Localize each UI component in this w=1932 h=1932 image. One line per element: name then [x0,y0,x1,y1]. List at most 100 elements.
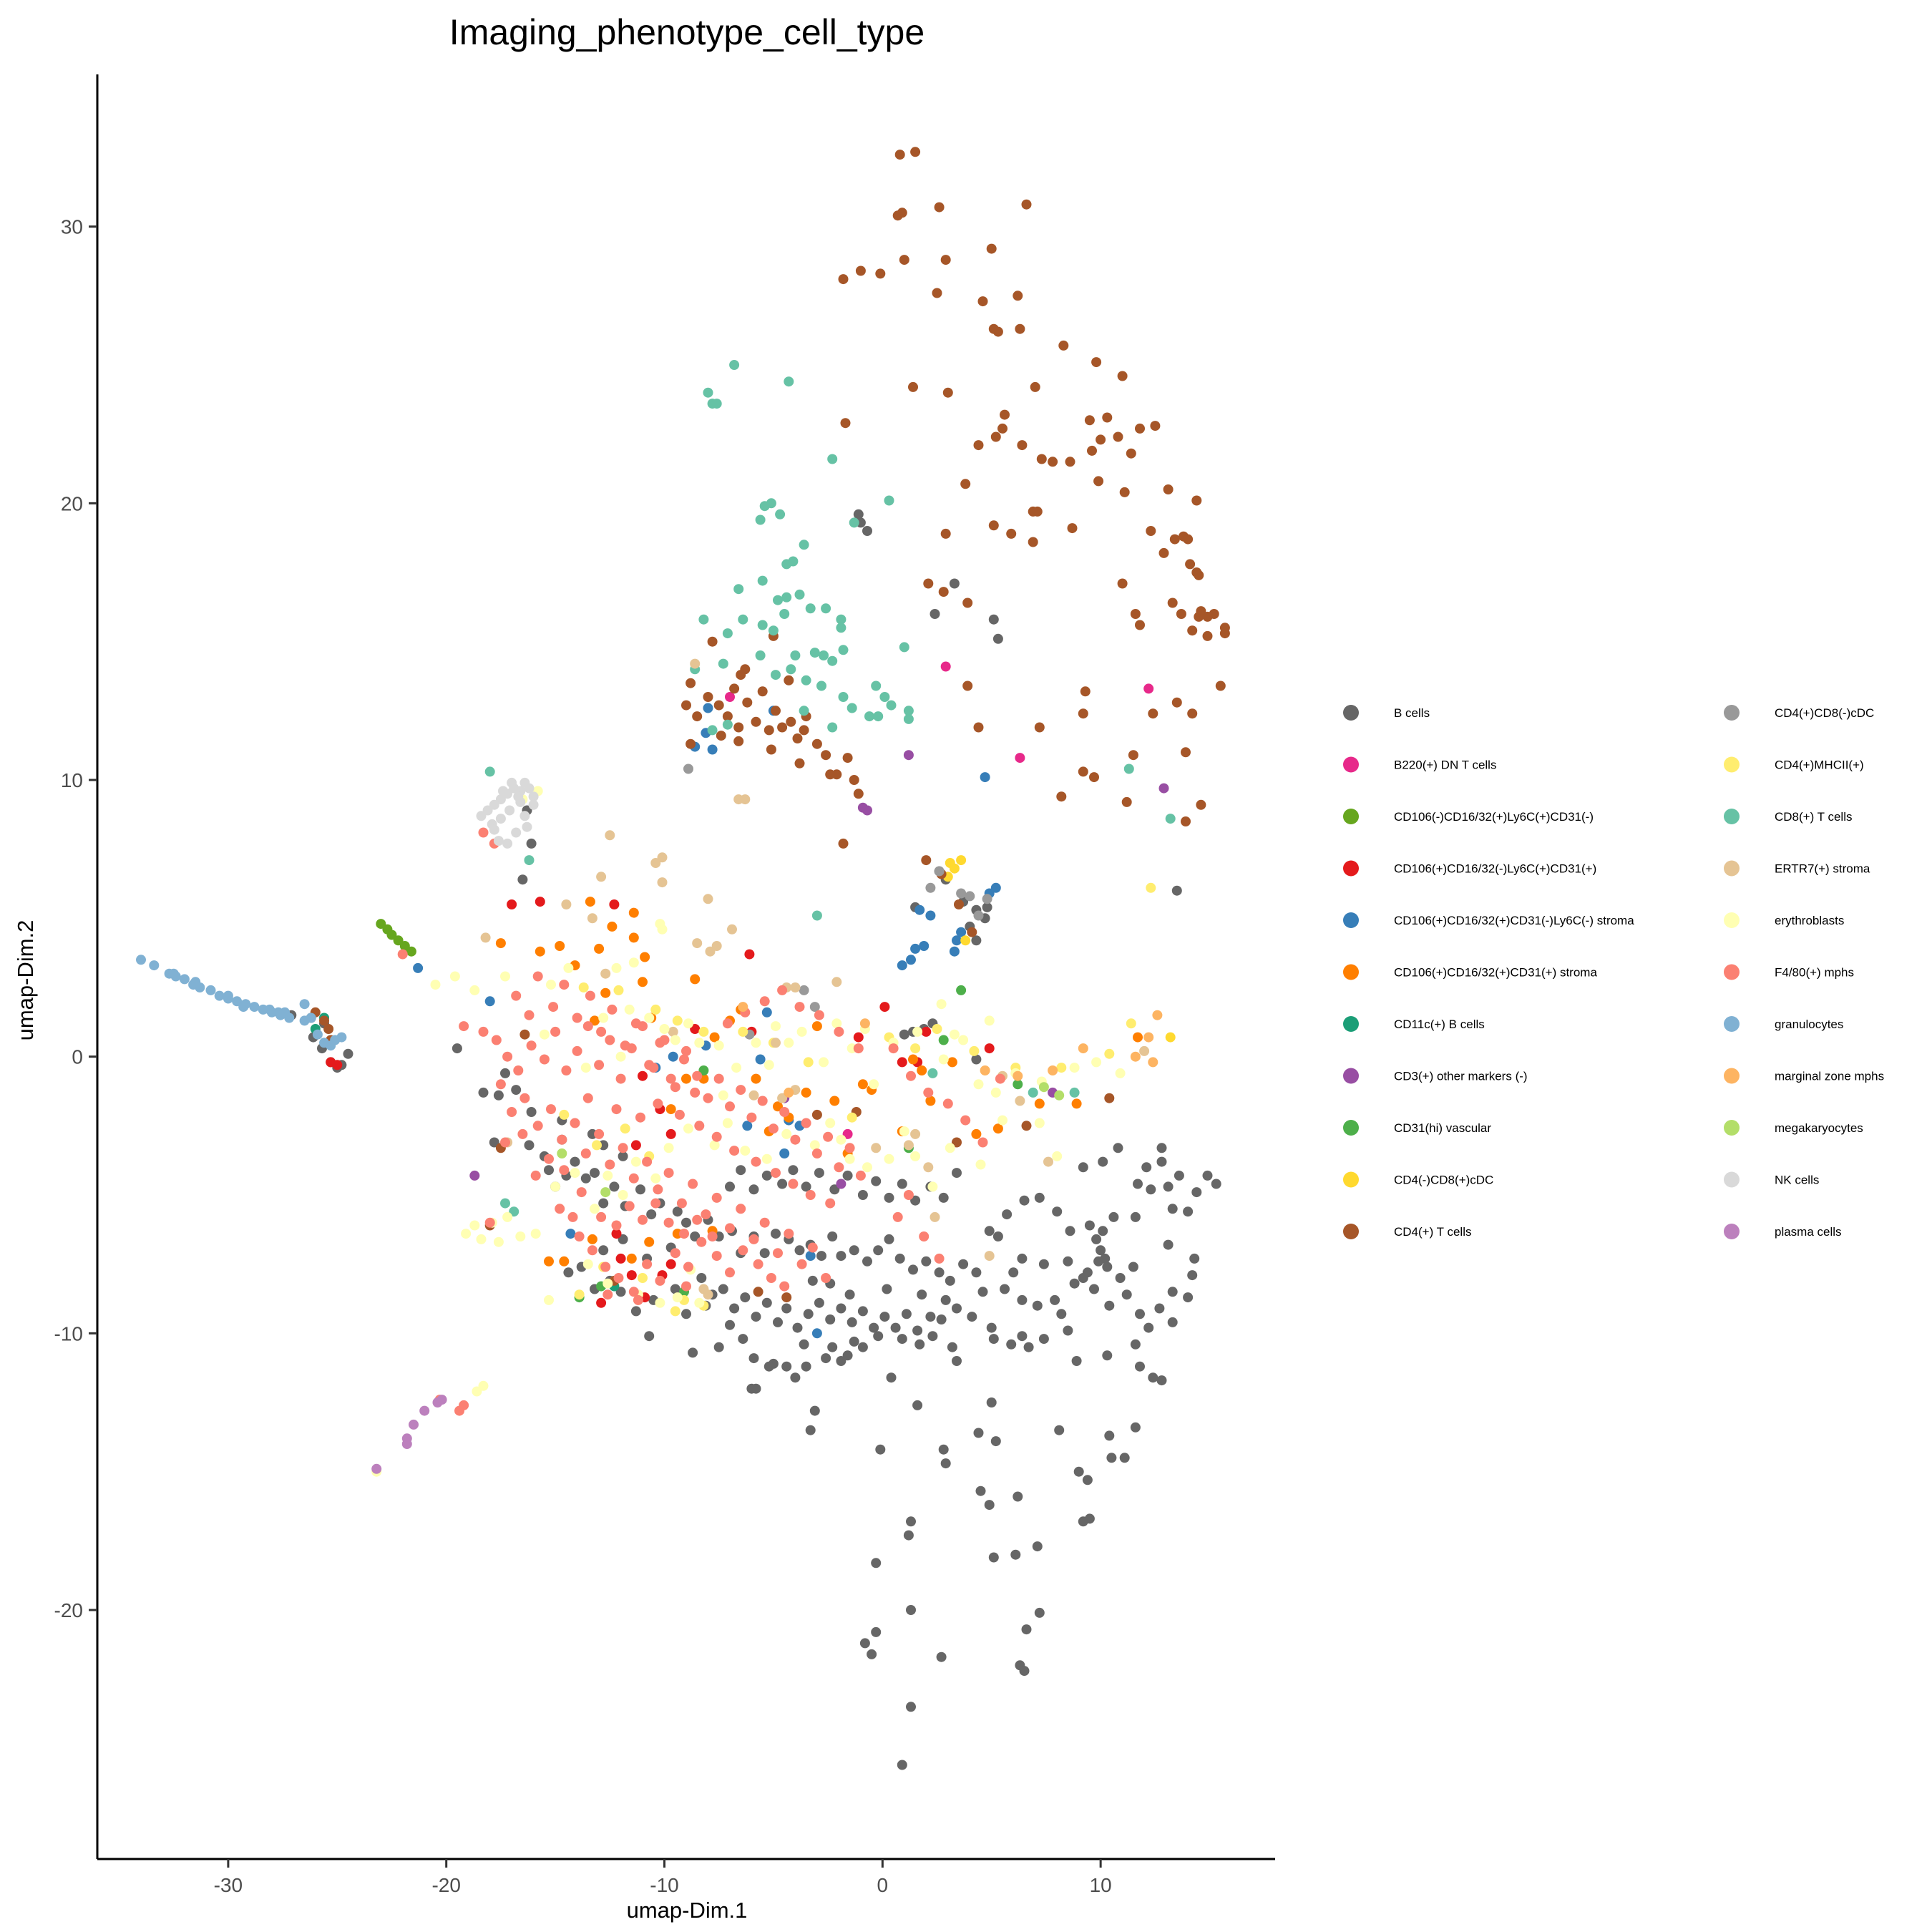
data-point [990,882,1001,893]
series-2 [376,919,416,957]
data-point [988,1552,999,1563]
data-point [1135,1361,1145,1372]
data-point [894,150,905,160]
series-19 [557,1082,1065,1198]
data-point [801,1361,811,1372]
data-point [572,1045,582,1056]
data-point [836,623,847,633]
data-point [628,907,639,918]
data-point [892,210,903,221]
data-point [873,1245,884,1256]
legend-key [1343,809,1359,824]
data-point [600,987,611,998]
data-point [921,1026,932,1037]
data-point [790,650,801,660]
data-point [430,980,441,990]
data-point [1098,1156,1108,1167]
data-point [1054,1425,1065,1435]
data-point [1069,1087,1080,1098]
data-point [899,255,909,265]
data-point [696,1236,707,1247]
data-point [1130,1422,1141,1433]
legend-item: CD4(+)CD8(-)cDC [1724,705,1874,721]
data-point [650,858,661,868]
data-point [590,1204,600,1214]
data-point [1096,1245,1106,1256]
data-point [781,592,792,602]
series-17 [136,955,347,1051]
data-point [725,1223,735,1234]
data-point [811,738,822,749]
data-point [694,1297,705,1308]
data-point [694,1121,705,1131]
y-tick-label: -10 [54,1322,83,1345]
data-point [570,1118,580,1128]
data-point [940,661,951,672]
data-point [903,1140,914,1151]
data-point [773,1101,783,1112]
y-tick-label: 10 [61,769,83,791]
data-point [1067,523,1078,534]
data-point [500,971,510,982]
data-point [676,1198,687,1209]
data-point [1194,570,1204,580]
data-point [779,1281,790,1292]
data-point [969,1045,980,1056]
data-point [1187,1270,1198,1281]
data-point [940,528,951,539]
data-point [871,1558,882,1568]
data-point [903,750,914,761]
data-point [670,1248,680,1259]
data-point [709,1032,720,1043]
data-point [659,1024,670,1034]
data-point [600,1187,611,1198]
data-point [938,1192,949,1203]
data-point [984,1500,995,1511]
data-point [942,1098,953,1109]
data-point [799,540,809,550]
data-point [1165,814,1176,824]
data-point [725,1101,735,1112]
data-point [755,650,766,660]
data-point [958,1035,969,1045]
data-point [1104,1048,1115,1059]
data-point [630,1306,641,1317]
data-point [1056,1063,1067,1073]
data-point [949,578,960,589]
data-point [825,1118,836,1128]
data-point [580,1173,591,1184]
data-point [903,1530,914,1541]
data-point [544,1165,554,1176]
legend-label: CD106(+)CD16/32(+)CD31(+) stroma [1394,966,1597,980]
data-point [763,725,774,736]
data-point [609,1181,620,1192]
data-point [1096,434,1106,445]
data-point [1087,445,1097,456]
data-point [853,509,864,519]
legend-key [1724,1224,1740,1239]
data-point [988,520,999,531]
data-point [548,1002,559,1013]
data-point [1017,440,1028,451]
data-point [906,1605,916,1615]
data-point [498,786,508,796]
data-point [809,1140,820,1151]
data-point [836,614,847,625]
data-point [938,1054,949,1065]
data-point [892,1211,903,1222]
data-point [550,1181,561,1192]
legend-item: granulocytes [1724,1016,1843,1032]
legend-key [1724,912,1740,928]
data-point [628,932,639,943]
data-point [1098,1226,1108,1236]
data-point [642,1259,653,1269]
data-point [705,946,716,957]
data-point [934,1267,945,1278]
data-point [1048,1065,1058,1075]
data-point [871,1176,882,1186]
data-point [1078,1043,1088,1054]
data-point [1121,1289,1132,1300]
data-point [755,1054,766,1065]
data-point [1082,1475,1093,1485]
data-point [816,1251,826,1262]
